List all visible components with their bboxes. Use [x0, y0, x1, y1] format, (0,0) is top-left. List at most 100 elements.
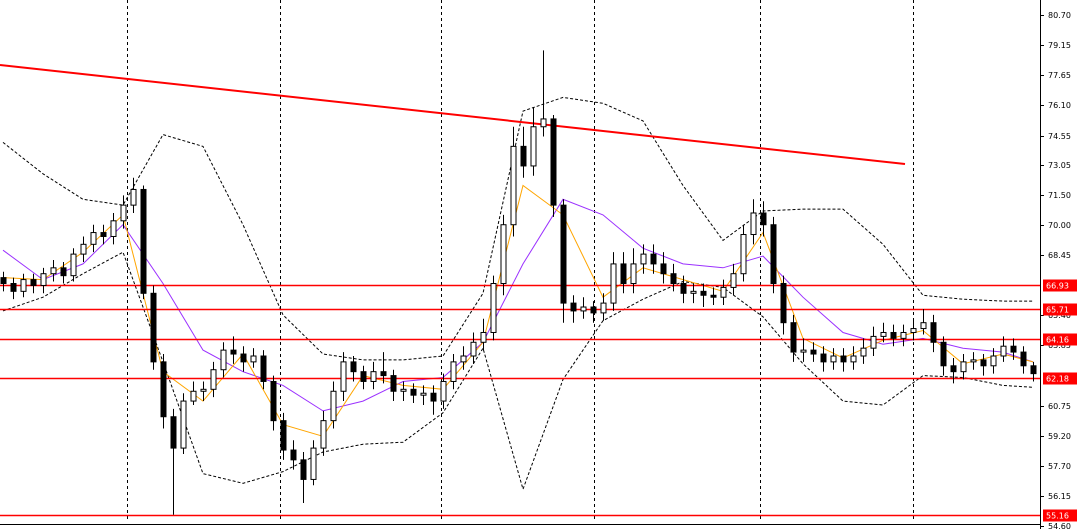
candle-body: [730, 273, 737, 288]
candle-body: [30, 279, 37, 286]
candle-body: [80, 243, 87, 255]
candle-body: [720, 286, 727, 298]
candle-body: [120, 204, 127, 222]
candle-body: [190, 390, 197, 402]
candle-body: [160, 361, 167, 418]
candle-body: [650, 253, 657, 265]
candle-body: [40, 273, 47, 286]
candle-body: [530, 126, 537, 167]
candle-body: [290, 449, 297, 461]
candle-body: [390, 375, 397, 392]
candle-body: [320, 420, 327, 449]
candle-body: [110, 220, 117, 237]
candle-body: [660, 263, 667, 275]
level-label-box: [1043, 333, 1077, 346]
y-tick-label: 59.20: [1048, 432, 1071, 441]
candle-body: [750, 212, 757, 236]
level-label: 64.16: [1046, 336, 1069, 345]
candle-body: [840, 355, 847, 363]
candle-body: [980, 359, 987, 367]
candle-body: [900, 331, 907, 339]
candle-body: [50, 267, 57, 275]
candle-body: [760, 212, 767, 226]
candle-body: [520, 145, 527, 167]
candle-body: [610, 263, 617, 304]
candle-body: [0, 277, 7, 285]
candle-body: [470, 341, 477, 357]
candle-body: [370, 371, 377, 382]
y-tick-label: 79.15: [1048, 41, 1071, 50]
candle-body: [480, 331, 487, 343]
y-tick-label: 60.75: [1048, 402, 1071, 411]
y-tick-label: 68.45: [1048, 251, 1071, 260]
candle-body: [430, 392, 437, 402]
level-label: 65.71: [1046, 306, 1069, 315]
candle-body: [310, 447, 317, 480]
trend-line: [0, 64, 906, 165]
candle-body: [180, 400, 187, 449]
candle-body: [570, 302, 577, 312]
candle-body: [300, 459, 307, 480]
candle-body: [670, 273, 677, 285]
candle-body: [340, 361, 347, 392]
candle-body: [970, 359, 977, 363]
candle-body: [690, 290, 697, 294]
candle-body: [590, 306, 597, 314]
level-label-box: [1043, 303, 1077, 316]
period-separators: [127, 0, 914, 521]
candle-body: [460, 355, 467, 363]
y-tick-label: 80.70: [1048, 11, 1071, 20]
candle-body: [420, 392, 427, 396]
candle-body: [150, 292, 157, 363]
candle-body: [630, 263, 637, 285]
candle-body: [620, 263, 627, 285]
candle-body: [500, 224, 507, 285]
candle-body: [770, 224, 777, 285]
y-tick-label: 56.15: [1048, 492, 1071, 501]
y-tick-label: 57.70: [1048, 462, 1071, 471]
candle-body: [240, 353, 247, 363]
candle-body: [400, 388, 407, 392]
candle-body: [880, 331, 887, 337]
candle-body: [170, 416, 177, 449]
candle-body: [1020, 351, 1027, 367]
candle-body: [1000, 345, 1007, 357]
candle-body: [940, 341, 947, 367]
candle-body: [740, 234, 747, 275]
candle-body: [1030, 365, 1037, 375]
y-tick-label: 74.55: [1048, 132, 1071, 141]
candle-body: [930, 322, 937, 343]
candle-body: [250, 355, 257, 363]
candle-body: [850, 355, 857, 363]
level-label-box: [1043, 509, 1077, 522]
candle-body: [140, 188, 147, 294]
candle-body: [640, 253, 647, 265]
candle-body: [510, 145, 517, 226]
level-label: 55.16: [1046, 512, 1069, 521]
candle-body: [330, 390, 337, 422]
candle-body: [580, 306, 587, 312]
candle-body: [230, 349, 237, 355]
candle-body: [800, 349, 807, 353]
candle-body: [890, 331, 897, 339]
candle-body: [680, 283, 687, 294]
candle-body: [550, 118, 557, 206]
candle-body: [990, 355, 997, 367]
candle-body: [490, 283, 497, 333]
candle-body: [380, 371, 387, 377]
candle-body: [280, 420, 287, 451]
y-tick-label: 77.65: [1048, 71, 1071, 80]
level-label: 66.93: [1046, 282, 1069, 291]
candle-body: [820, 353, 827, 363]
candle-body: [860, 347, 867, 357]
level-label-box: [1043, 372, 1077, 385]
candle-body: [700, 290, 707, 296]
y-tick-label: 71.50: [1048, 191, 1071, 200]
candle-body: [910, 328, 917, 333]
indicator-line: [2, 96, 1033, 361]
y-tick-label: 76.10: [1048, 101, 1071, 110]
candle-body: [350, 361, 357, 373]
candle-body: [360, 371, 367, 382]
